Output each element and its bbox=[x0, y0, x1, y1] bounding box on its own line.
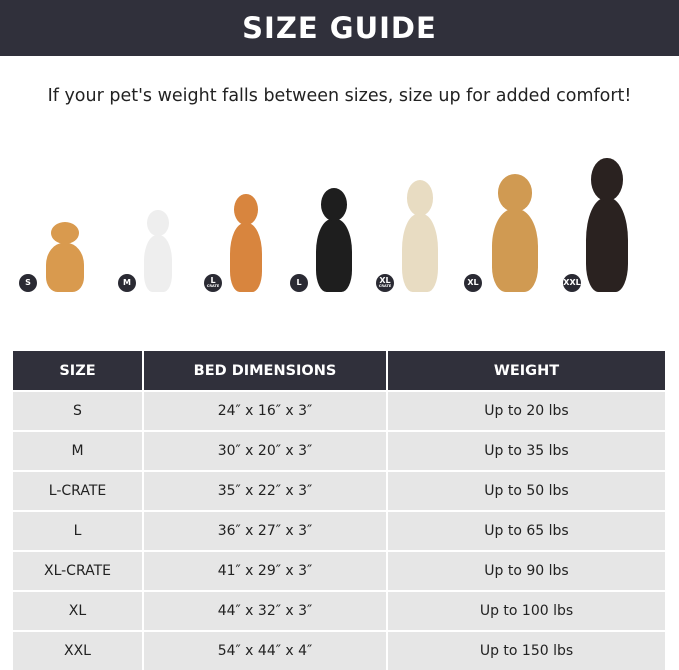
dog-image bbox=[226, 194, 266, 292]
cell-dimensions: 36″ x 27″ x 3″ bbox=[142, 510, 387, 551]
cell-weight: Up to 35 lbs bbox=[386, 430, 665, 471]
header-dimensions: BED DIMENSIONS bbox=[142, 351, 387, 391]
dog-image bbox=[398, 180, 442, 292]
dog-image bbox=[140, 210, 176, 292]
cell-size: M bbox=[13, 430, 143, 471]
table-row: M 30″ x 20″ x 3″ Up to 35 lbs bbox=[13, 430, 665, 471]
cell-dimensions: 54″ x 44″ x 4″ bbox=[142, 630, 387, 670]
dog-image bbox=[486, 174, 544, 292]
cell-size: L-CRATE bbox=[13, 470, 143, 511]
cell-size: L bbox=[13, 510, 143, 551]
header-size: SIZE bbox=[13, 351, 143, 391]
cell-weight: Up to 100 lbs bbox=[386, 590, 665, 631]
dog-image bbox=[41, 222, 89, 292]
cell-dimensions: 30″ x 20″ x 3″ bbox=[142, 430, 387, 471]
cell-dimensions: 41″ x 29″ x 3″ bbox=[142, 550, 387, 591]
cell-size: XL bbox=[13, 590, 143, 631]
size-badge: L bbox=[290, 274, 308, 292]
size-badge: M bbox=[118, 274, 136, 292]
header-weight: WEIGHT bbox=[386, 351, 665, 391]
size-badge: XL bbox=[464, 274, 482, 292]
cell-dimensions: 44″ x 32″ x 3″ bbox=[142, 590, 387, 631]
cell-weight: Up to 50 lbs bbox=[386, 470, 665, 511]
size-badge: S bbox=[19, 274, 37, 292]
cell-weight: Up to 65 lbs bbox=[386, 510, 665, 551]
table-row: L 36″ x 27″ x 3″ Up to 65 lbs bbox=[13, 510, 665, 551]
cell-size: S bbox=[13, 390, 143, 431]
dog-image bbox=[581, 158, 633, 292]
size-badge: XL CRATE bbox=[376, 274, 394, 292]
table-header-row: SIZE BED DIMENSIONS WEIGHT bbox=[13, 351, 665, 391]
size-table: SIZE BED DIMENSIONS WEIGHT S 24″ x 16″ x … bbox=[13, 351, 665, 670]
table-row: XL 44″ x 32″ x 3″ Up to 100 lbs bbox=[13, 590, 665, 631]
size-guide-banner: SIZE GUIDE bbox=[0, 0, 679, 56]
size-badge: XXL bbox=[563, 274, 581, 292]
table-row: L-CRATE 35″ x 22″ x 3″ Up to 50 lbs bbox=[13, 470, 665, 511]
size-badge: L CRATE bbox=[204, 274, 222, 292]
cell-weight: Up to 90 lbs bbox=[386, 550, 665, 591]
subtitle: If your pet's weight falls between sizes… bbox=[47, 86, 632, 106]
cell-dimensions: 24″ x 16″ x 3″ bbox=[142, 390, 387, 431]
cell-weight: Up to 150 lbs bbox=[386, 630, 665, 670]
cell-size: XL-CRATE bbox=[13, 550, 143, 591]
cell-dimensions: 35″ x 22″ x 3″ bbox=[142, 470, 387, 511]
dog-size-lineup: S M L CRATE L XL CRATE XL XXL bbox=[0, 150, 679, 300]
page-title: SIZE GUIDE bbox=[242, 11, 437, 45]
table-row: XL-CRATE 41″ x 29″ x 3″ Up to 90 lbs bbox=[13, 550, 665, 591]
table-row: XXL 54″ x 44″ x 4″ Up to 150 lbs bbox=[13, 630, 665, 670]
cell-weight: Up to 20 lbs bbox=[386, 390, 665, 431]
dog-image bbox=[312, 188, 356, 292]
table-row: S 24″ x 16″ x 3″ Up to 20 lbs bbox=[13, 390, 665, 431]
cell-size: XXL bbox=[13, 630, 143, 670]
